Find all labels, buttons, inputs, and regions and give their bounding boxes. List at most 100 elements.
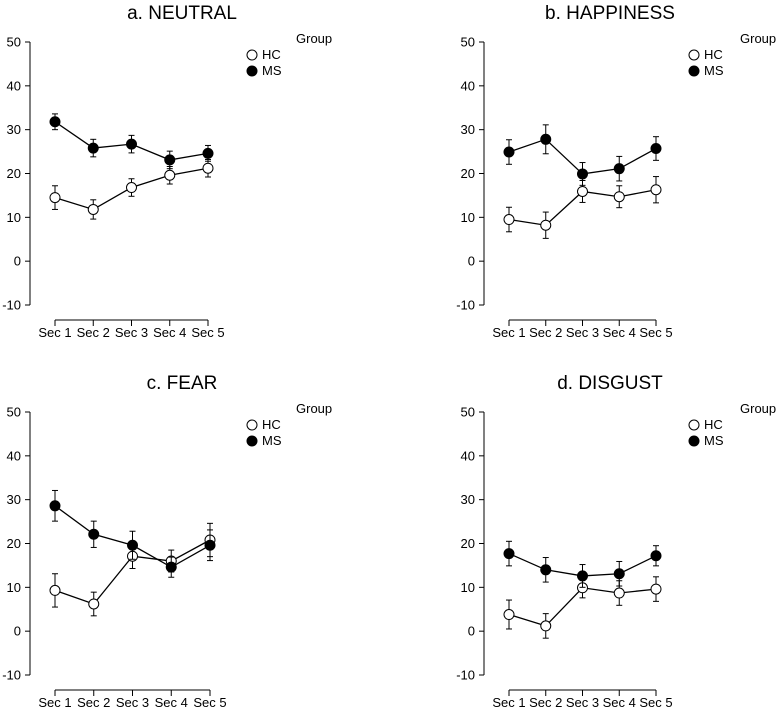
- y-tick-label: 30: [461, 122, 475, 137]
- y-tick-label: 30: [7, 122, 21, 137]
- y-tick-label: -10: [456, 668, 475, 683]
- chart-panel-1: a. NEUTRAL -10 0 10 20 30 40 50 Sec 1 Sec 2 Sec 3 S…: [2, 3, 332, 340]
- y-tick-label: 0: [468, 624, 475, 639]
- y-tick-label: 30: [7, 492, 21, 507]
- x-tick-label: Sec 2: [77, 325, 110, 340]
- y-tick-label: 0: [14, 254, 21, 269]
- y-tick-label: -10: [2, 298, 21, 313]
- data-point-hc: [87, 203, 99, 215]
- data-point-hc: [164, 169, 176, 181]
- y-tick-label: 40: [461, 78, 475, 93]
- data-point-hc: [540, 620, 552, 632]
- data-point-hc: [202, 162, 214, 174]
- data-point-hc: [613, 191, 625, 203]
- y-tick-label: -10: [2, 668, 21, 683]
- data-point-ms: [88, 528, 100, 540]
- y-tick-label: 40: [7, 448, 21, 463]
- legend-marker-ms: [688, 435, 700, 447]
- x-tick-label: Sec 1: [38, 695, 71, 710]
- x-tick-label: Sec 2: [77, 695, 110, 710]
- legend-marker-ms: [246, 65, 258, 77]
- data-point-ms: [87, 142, 99, 154]
- x-tick-label: Sec 5: [639, 325, 672, 340]
- data-point-ms: [613, 568, 625, 580]
- y-tick-label: 50: [7, 35, 21, 50]
- data-point-ms: [164, 154, 176, 166]
- data-point-hc: [49, 584, 61, 596]
- y-tick-label: 40: [461, 448, 475, 463]
- y-tick-label: 50: [7, 405, 21, 420]
- data-point-ms: [613, 163, 625, 175]
- y-tick-label: 40: [7, 78, 21, 93]
- data-point-ms: [540, 133, 552, 145]
- x-tick-label: Sec 1: [492, 325, 525, 340]
- data-point-hc: [126, 182, 137, 194]
- data-point-ms: [503, 548, 515, 560]
- legend-title: Group: [296, 401, 332, 416]
- data-point-ms: [650, 143, 662, 155]
- legend-marker-hc: [246, 419, 258, 431]
- y-tick-label: 10: [7, 580, 21, 595]
- legend-label-ms: MS: [704, 63, 724, 78]
- legend-label-hc: HC: [704, 47, 723, 62]
- data-point-hc: [613, 587, 625, 599]
- x-tick-label: Sec 2: [529, 695, 562, 710]
- x-tick-label: Sec 2: [529, 325, 562, 340]
- x-tick-label: Sec 4: [153, 325, 186, 340]
- y-tick-label: 20: [7, 166, 21, 181]
- legend-marker-ms: [688, 65, 700, 77]
- y-tick-label: 0: [14, 624, 21, 639]
- x-tick-label: Sec 4: [155, 695, 188, 710]
- y-tick-label: 10: [461, 580, 475, 595]
- x-tick-label: Sec 3: [566, 695, 599, 710]
- x-tick-label: Sec 3: [116, 695, 149, 710]
- x-tick-label: Sec 4: [603, 695, 636, 710]
- data-point-hc: [650, 583, 662, 595]
- y-tick-label: 30: [461, 492, 475, 507]
- legend-marker-hc: [688, 419, 700, 431]
- y-tick-label: 10: [7, 210, 21, 225]
- x-tick-label: Sec 1: [492, 695, 525, 710]
- data-point-ms: [126, 138, 137, 150]
- data-point-ms: [165, 561, 177, 573]
- x-tick-label: Sec 5: [639, 695, 672, 710]
- chart-panel-2: b. HAPPINESS -10 0 10 20 30 40 50 Sec 1 Sec 2 Sec …: [456, 3, 776, 340]
- data-point-ms: [49, 500, 61, 512]
- y-tick-label: 50: [461, 35, 475, 50]
- y-tick-label: 20: [461, 536, 475, 551]
- x-tick-label: Sec 1: [38, 325, 71, 340]
- y-tick-label: 10: [461, 210, 475, 225]
- data-point-hc: [49, 192, 61, 204]
- chart-title: c. FEAR: [147, 373, 218, 394]
- data-point-hc: [650, 184, 662, 196]
- y-tick-label: 0: [468, 254, 475, 269]
- y-tick-label: 20: [7, 536, 21, 551]
- legend-marker-hc: [688, 49, 700, 61]
- chart-panel-4: d. DISGUST -10 0 10 20 30 40 50 Sec 1 Sec 2 Sec 3 S…: [456, 373, 776, 710]
- y-tick-label: -10: [456, 298, 475, 313]
- data-point-hc: [503, 214, 515, 226]
- y-tick-label: 20: [461, 166, 475, 181]
- data-point-hc: [577, 185, 588, 197]
- data-point-ms: [577, 168, 588, 180]
- legend-title: Group: [740, 401, 776, 416]
- data-point-ms: [127, 539, 138, 551]
- data-point-ms: [650, 550, 662, 562]
- data-point-ms: [540, 564, 552, 576]
- legend-label-hc: HC: [262, 47, 281, 62]
- chart-title: b. HAPPINESS: [545, 3, 675, 24]
- x-tick-label: Sec 5: [193, 695, 226, 710]
- chart-title: d. DISGUST: [557, 373, 663, 394]
- x-tick-label: Sec 3: [115, 325, 148, 340]
- data-point-ms: [577, 570, 588, 582]
- legend-label-ms: MS: [262, 63, 282, 78]
- legend-label-hc: HC: [262, 417, 281, 432]
- legend-marker-hc: [246, 49, 258, 61]
- legend-label-ms: MS: [262, 433, 282, 448]
- data-point-hc: [503, 609, 515, 621]
- data-point-hc: [88, 598, 100, 610]
- legend-title: Group: [740, 31, 776, 46]
- x-tick-label: Sec 3: [566, 325, 599, 340]
- legend-label-hc: HC: [704, 417, 723, 432]
